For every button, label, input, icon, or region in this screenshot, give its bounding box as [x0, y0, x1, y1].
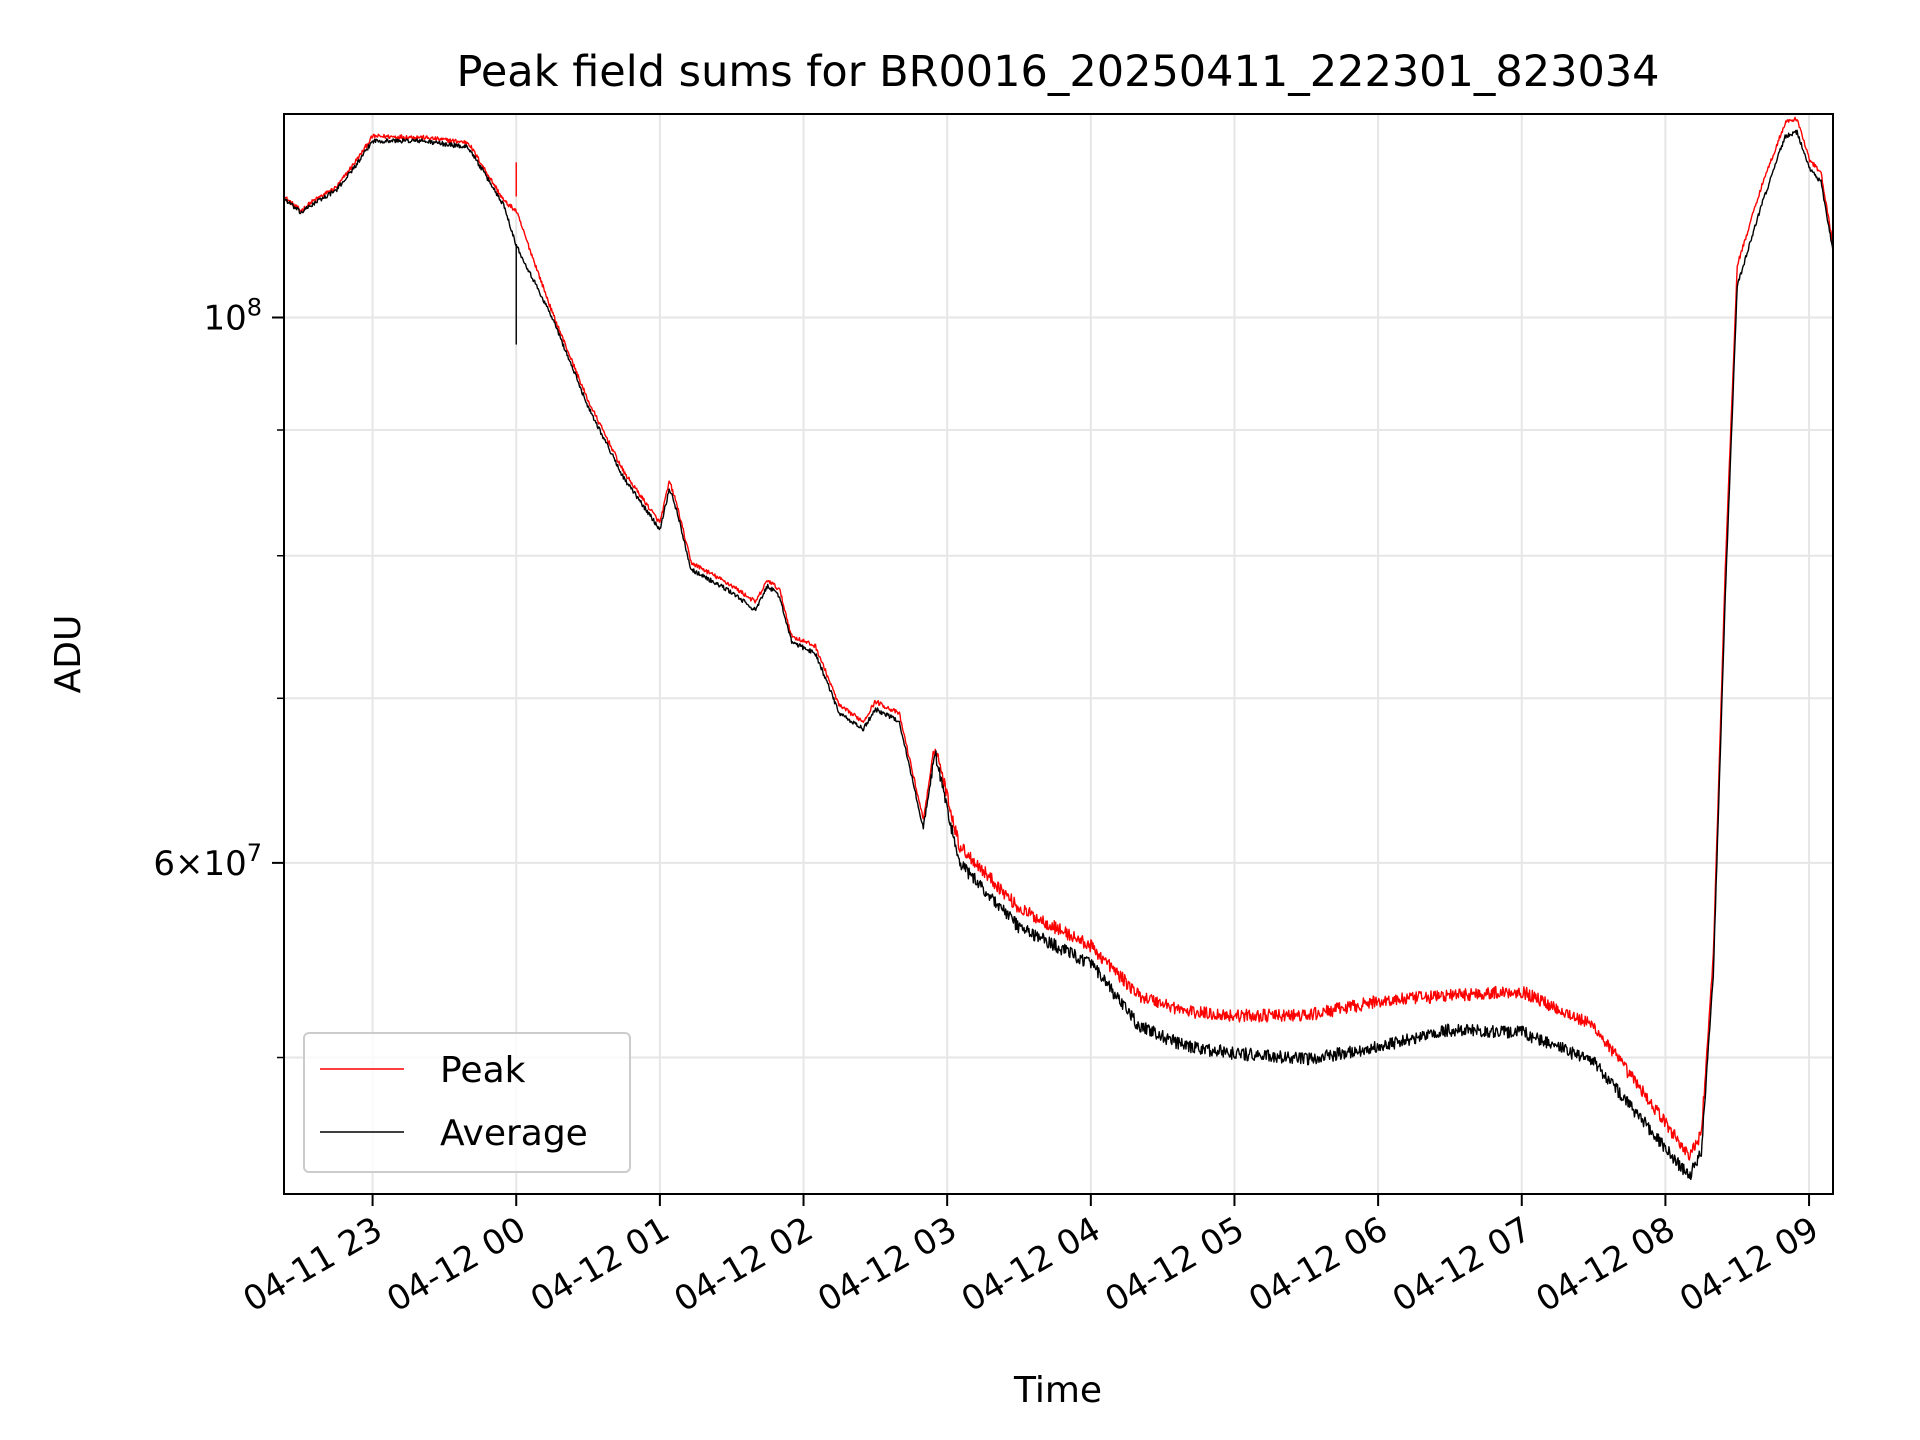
legend: Peak Average: [303, 1032, 631, 1173]
plot-frame: [283, 113, 1834, 1195]
y-tick-label: 108: [203, 294, 262, 339]
y-axis-label: ADU: [48, 615, 89, 694]
series-line-average: [283, 129, 1834, 1181]
series-lines: [283, 116, 1834, 1181]
series-line-peak: [283, 116, 1834, 1161]
legend-average-label: Average: [440, 1113, 588, 1154]
chart-title: Peak field sums for BR0016_20250411_2223…: [456, 47, 1659, 97]
x-axis-label: Time: [1013, 1370, 1102, 1411]
legend-peak-label: Peak: [440, 1050, 526, 1091]
legend-box: [303, 1032, 631, 1173]
y-axis-ticks: 108 6×107: [153, 294, 284, 1059]
y-tick-label: 6×107: [153, 839, 262, 884]
